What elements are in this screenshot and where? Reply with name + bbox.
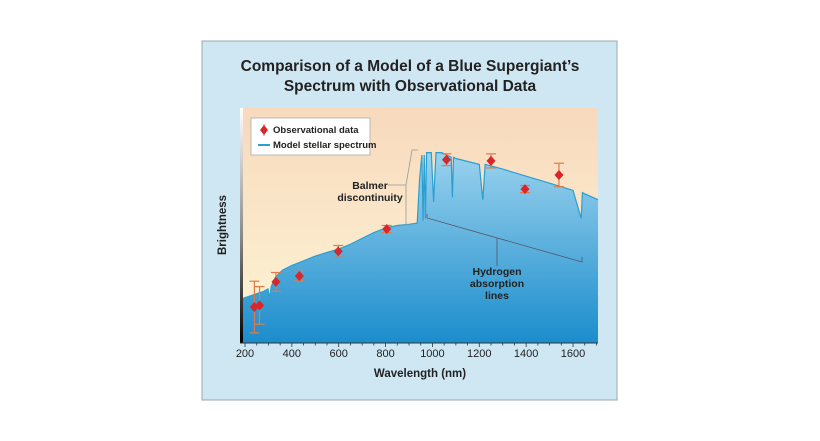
model-spectrum-fill: [240, 152, 598, 343]
legend-box: [250, 117, 371, 156]
diamond-marker: [441, 154, 451, 165]
diamond-marker: [486, 155, 496, 166]
hydrogen-label-line-1: Hydrogen: [472, 266, 521, 278]
x-tick-label: 800: [376, 348, 394, 360]
x-tick-label: 1000: [420, 348, 444, 360]
hydrogen-bracket: [426, 214, 583, 263]
diamond-marker: [382, 224, 392, 235]
chart-title-line-2: Spectrum with Observational Data: [284, 78, 537, 95]
y-axis-label: Brightness: [217, 195, 229, 255]
model-spectrum-line: [242, 152, 599, 299]
observation-point: [270, 271, 281, 292]
legend-observational-label: Observational data: [273, 125, 359, 136]
x-tick-label: 1400: [514, 348, 538, 360]
balmer-bracket: [388, 184, 411, 226]
x-tick-label: 400: [283, 348, 301, 360]
observation-point: [294, 270, 305, 282]
observation-point: [486, 153, 497, 169]
balmer-label-line-1: Balmer: [352, 180, 388, 192]
hydrogen-label-line-2: absorption: [470, 278, 524, 290]
hydrogen-annotation: Hydrogen absorption lines: [426, 214, 583, 302]
diamond-marker: [271, 276, 281, 287]
x-tick-label: 600: [330, 348, 348, 360]
legend-diamond-marker: [260, 125, 268, 135]
diamond-marker: [255, 300, 265, 311]
diamond-marker: [520, 184, 530, 195]
legend-model-label: Model stellar spectrum: [273, 140, 376, 151]
diamond-marker: [554, 169, 564, 180]
chart-title-line-1: Comparison of a Model of a Blue Supergia…: [241, 58, 580, 75]
legend: Observational data Model stellar spectru…: [250, 117, 376, 156]
x-tick-label: 1200: [467, 348, 491, 360]
balmer-bracket-upper: [405, 149, 418, 186]
x-tick-label: 1600: [561, 348, 585, 360]
diamond-marker: [294, 271, 304, 282]
diamond-marker: [249, 302, 259, 313]
diamond-marker: [333, 246, 343, 257]
x-axis-label: Wavelength (nm): [374, 368, 466, 380]
observation-point: [519, 184, 530, 195]
observation-point: [553, 162, 564, 188]
plot-left-edge: [240, 108, 243, 343]
hydrogen-label-line-3: lines: [485, 290, 509, 302]
observation-point: [249, 280, 260, 334]
observation-point: [333, 244, 344, 258]
balmer-annotation: Balmer discontinuity: [337, 149, 418, 226]
observation-point: [254, 286, 265, 325]
x-tick-label: 200: [236, 348, 254, 360]
observation-point: [441, 153, 452, 167]
balmer-label-line-2: discontinuity: [337, 192, 402, 204]
observation-point: [381, 224, 392, 235]
